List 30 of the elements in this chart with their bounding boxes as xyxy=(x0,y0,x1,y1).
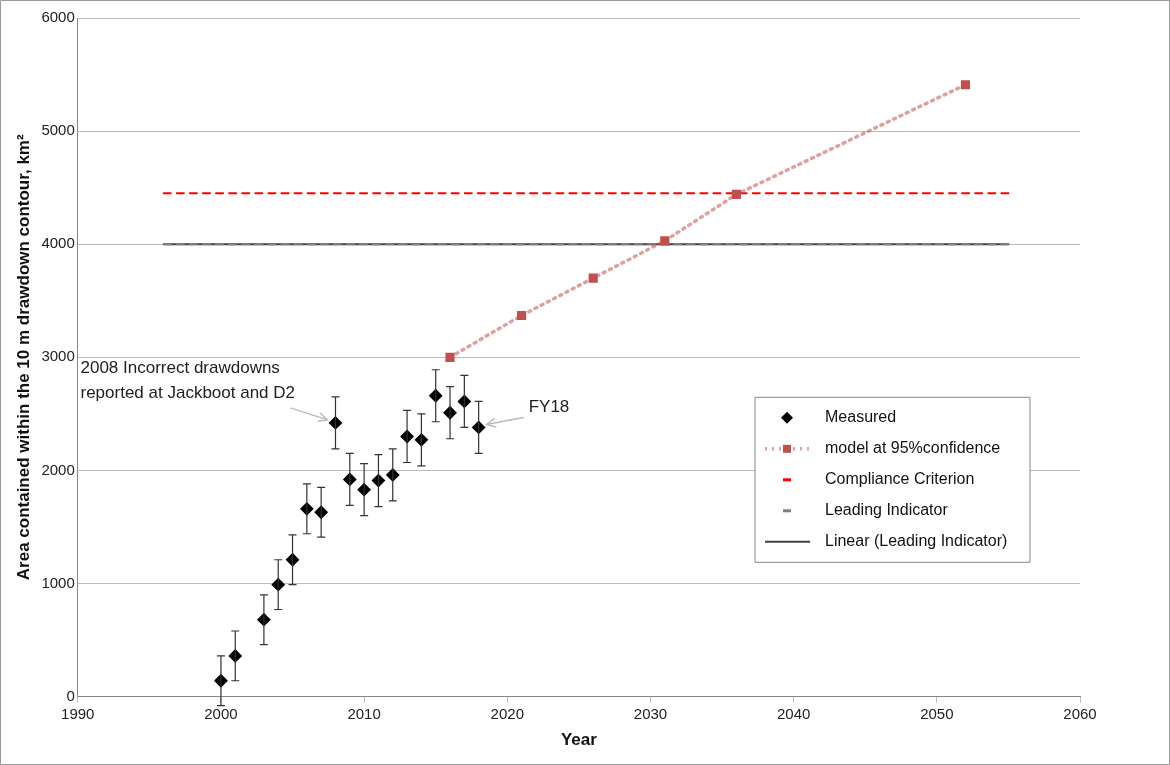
legend-label: model at 95%confidence xyxy=(825,439,1001,457)
legend-label: Compliance Criterion xyxy=(825,470,975,488)
x-tick-label: 2000 xyxy=(204,704,238,722)
y-axis-title: Area contained within the 10 m drawdown contour, km² xyxy=(13,134,33,581)
annotation: FY18 xyxy=(528,397,570,417)
point xyxy=(517,310,527,321)
y-tick-label: 0 xyxy=(66,686,75,704)
point xyxy=(960,80,971,90)
point xyxy=(731,189,741,200)
point xyxy=(660,236,670,246)
point xyxy=(588,273,598,283)
x-tick-label: 2060 xyxy=(1063,704,1097,722)
x-tick-label: 2040 xyxy=(776,704,811,722)
y-tick-label: 3000 xyxy=(41,347,75,365)
annotation: 2008 Incorrect drawdowns reported at Jackboot and D2 xyxy=(80,357,296,402)
y-tick-label: 6000 xyxy=(41,8,75,26)
legend-label: Leading Indicator xyxy=(825,501,949,519)
y-tick-label: 1000 xyxy=(41,573,75,591)
x-tick-label: 2050 xyxy=(920,704,954,722)
x-tick-label: 2010 xyxy=(347,704,381,722)
legend-label: Linear (Leading Indicator) xyxy=(825,532,1008,550)
x-axis-title: Year xyxy=(560,730,598,750)
x-tick-label: 2030 xyxy=(633,704,668,722)
x-tick-label: 1990 xyxy=(61,704,95,722)
point xyxy=(445,352,455,362)
y-tick-label: 2000 xyxy=(41,460,75,478)
y-tick-label: 4000 xyxy=(41,234,75,252)
y-tick-label: 5000 xyxy=(41,121,75,139)
x-tick-label: 2020 xyxy=(490,704,524,722)
legend-label: Measured xyxy=(825,408,897,426)
